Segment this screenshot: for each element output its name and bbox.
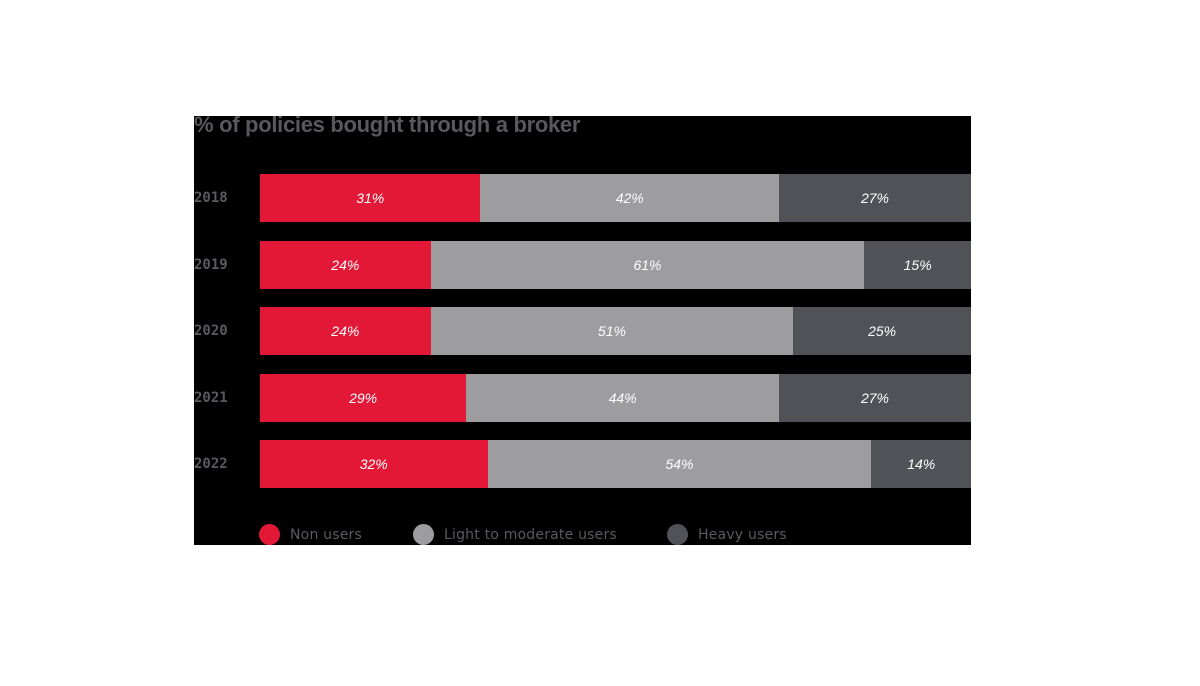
bar-value-label: 29%: [349, 390, 378, 406]
legend-label: Non users: [290, 526, 362, 543]
bar-segment-heavy-users: 14%: [871, 440, 971, 488]
bar-value-label: 24%: [331, 323, 360, 339]
bar-value-label: 15%: [903, 257, 932, 273]
year-label: 2018: [194, 190, 228, 206]
bar-value-label: 27%: [860, 190, 890, 206]
bar-value-label: 44%: [608, 390, 637, 406]
legend-item-heavy-users: Heavy users: [667, 524, 787, 545]
bar-segment-non-users: 31%: [260, 174, 481, 222]
legend-dot-heavy-users-icon: [667, 524, 688, 545]
year-label: 2022: [194, 456, 228, 472]
bar-row: 2022 32% 54% 14%: [194, 440, 971, 488]
legend-item-light-users: Light to moderate users: [413, 524, 617, 545]
bar-row: 2018 31% 42% 27%: [194, 174, 971, 222]
chart-title: % of policies bought through a broker: [194, 116, 581, 137]
bar-value-label: 61%: [633, 257, 662, 273]
bar-segment-non-users: 29%: [260, 374, 467, 422]
legend-label: Heavy users: [698, 526, 787, 543]
bar-segment-non-users: 32%: [260, 440, 488, 488]
bar-value-label: 27%: [860, 390, 890, 406]
year-label: 2021: [194, 390, 228, 406]
chart-panel: % of policies bought through a broker 20…: [194, 116, 971, 545]
bar-value-label: 51%: [597, 323, 626, 339]
bar-value-label: 54%: [665, 456, 694, 472]
legend-item-non-users: Non users: [259, 524, 362, 545]
bar-value-label: 25%: [868, 323, 897, 339]
bar-value-label: 14%: [907, 456, 936, 472]
bar-segment-light-users: 42%: [480, 174, 780, 222]
bar-value-label: 42%: [615, 190, 644, 206]
bar-segment-heavy-users: 15%: [864, 241, 971, 289]
bar-segment-heavy-users: 27%: [779, 174, 971, 222]
bar-value-label: 24%: [331, 257, 360, 273]
stacked-bar: 24% 61% 15%: [260, 241, 971, 289]
bar-segment-light-users: 44%: [466, 374, 780, 422]
legend-dot-non-users-icon: [259, 524, 280, 545]
bar-segment-light-users: 54%: [487, 440, 872, 488]
stacked-bar: 29% 44% 27%: [260, 374, 971, 422]
bar-value-label: 32%: [359, 456, 388, 472]
bar-row: 2019 24% 61% 15%: [194, 241, 971, 289]
bar-segment-heavy-users: 27%: [779, 374, 971, 422]
bar-segment-light-users: 51%: [430, 307, 794, 355]
bar-segment-heavy-users: 25%: [793, 307, 971, 355]
year-label: 2019: [194, 257, 228, 273]
bar-row: 2021 29% 44% 27%: [194, 374, 971, 422]
year-label: 2020: [194, 323, 228, 339]
bar-segment-light-users: 61%: [430, 241, 865, 289]
legend-label: Light to moderate users: [444, 526, 617, 543]
stacked-bar: 32% 54% 14%: [260, 440, 971, 488]
bar-value-label: 31%: [356, 190, 385, 206]
bar-segment-non-users: 24%: [260, 241, 431, 289]
bar-row: 2020 24% 51% 25%: [194, 307, 971, 355]
stacked-bar: 31% 42% 27%: [260, 174, 971, 222]
legend-dot-light-users-icon: [413, 524, 434, 545]
bar-segment-non-users: 24%: [260, 307, 431, 355]
stacked-bar: 24% 51% 25%: [260, 307, 971, 355]
